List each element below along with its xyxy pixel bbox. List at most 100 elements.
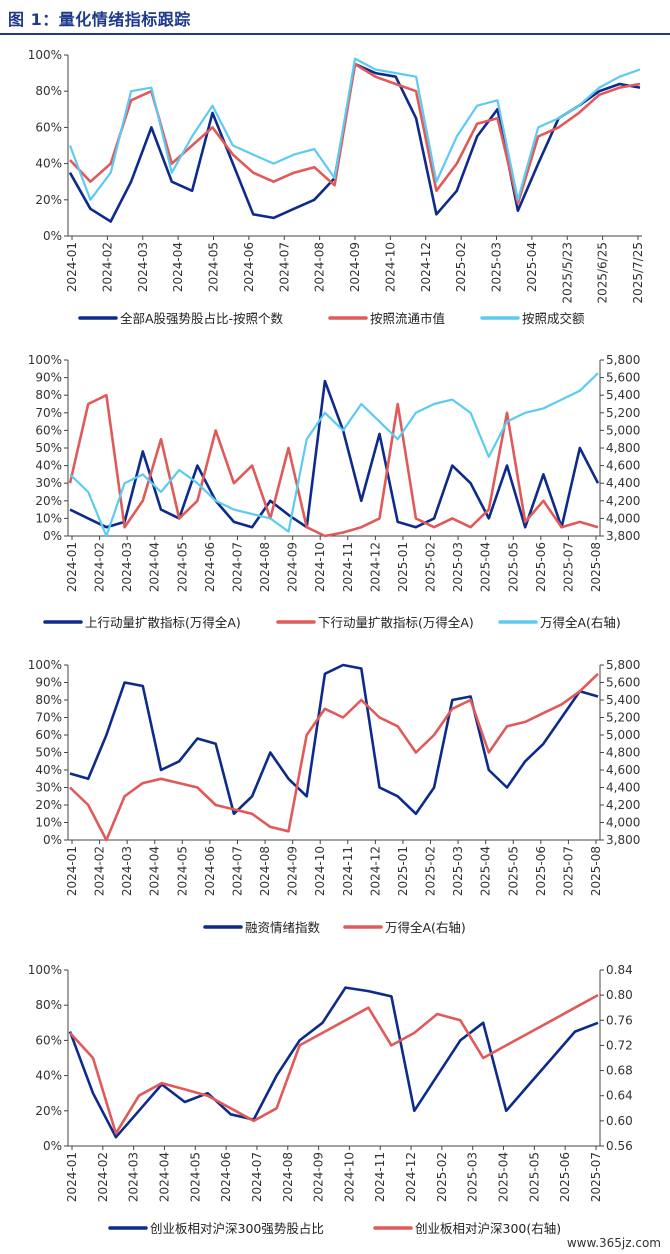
- y-tick-label: 80%: [35, 388, 62, 402]
- x-tick-label: 2024-10: [313, 542, 327, 592]
- x-tick-label: 2024-06: [203, 846, 217, 896]
- x-tick-label: 2025-08: [589, 542, 603, 592]
- x-tick-label: 2024-11: [341, 542, 355, 592]
- x-tick-label: 2025-01: [396, 846, 410, 896]
- x-tick-label: 2024-06: [219, 1152, 233, 1202]
- x-tick-label: 2024-02: [100, 242, 114, 292]
- y-tick-label: 70%: [35, 711, 62, 725]
- x-tick-label: 2024-11: [373, 1152, 387, 1202]
- series-line-cyan: [68, 57, 641, 201]
- x-tick-label: 2024-05: [175, 542, 189, 592]
- x-tick-label: 2024-12: [368, 542, 382, 592]
- y-right-tick-label: 0.72: [606, 1038, 633, 1052]
- y-right-tick-label: 4,000: [606, 816, 640, 830]
- legend-label: 融资情绪指数: [245, 920, 321, 935]
- y-tick-label: 20%: [35, 1104, 62, 1118]
- x-tick-label: 2024-04: [148, 846, 162, 896]
- x-tick-label: 2025-03: [466, 1152, 480, 1202]
- y-right-tick-label: 3,800: [606, 833, 640, 847]
- x-tick-label: 2025/5/23: [560, 242, 574, 304]
- y-right-tick-label: 5,400: [606, 693, 640, 707]
- x-tick-label: 2025-03: [490, 242, 504, 292]
- x-tick-label: 2024-07: [277, 242, 291, 292]
- x-tick-label: 2024-12: [404, 1152, 418, 1202]
- y-tick-label: 90%: [35, 676, 62, 690]
- y-tick-label: 0%: [43, 529, 62, 543]
- y-right-tick-label: 4,800: [606, 441, 640, 455]
- x-tick-label: 2025-05: [506, 542, 520, 592]
- y-tick-label: 10%: [35, 816, 62, 830]
- x-tick-label: 2024-01: [65, 542, 79, 592]
- y-tick-label: 60%: [35, 423, 62, 437]
- y-right-tick-label: 5,600: [606, 371, 640, 385]
- x-tick-label: 2024-03: [120, 846, 134, 896]
- x-tick-label: 2024-04: [148, 542, 162, 592]
- y-right-tick-label: 4,000: [606, 511, 640, 525]
- y-right-tick-label: 5,000: [606, 423, 640, 437]
- y-right-tick-label: 4,600: [606, 459, 640, 473]
- x-tick-label: 2025-05: [527, 1152, 541, 1202]
- y-tick-label: 100%: [28, 658, 62, 672]
- y-right-tick-label: 4,400: [606, 476, 640, 490]
- x-tick-label: 2024-05: [188, 1152, 202, 1202]
- series-line-navy: [69, 379, 600, 529]
- legend-label: 按照成交额: [522, 311, 585, 326]
- x-tick-label: 2024-12: [419, 242, 433, 292]
- y-right-tick-label: 4,400: [606, 781, 640, 795]
- y-tick-label: 70%: [35, 406, 62, 420]
- x-tick-label: 2024-04: [171, 242, 185, 292]
- x-tick-label: 2025-07: [561, 542, 575, 592]
- x-tick-label: 2024-11: [341, 846, 355, 896]
- y-tick-label: 20%: [35, 494, 62, 508]
- y-right-tick-label: 5,800: [606, 658, 640, 672]
- legend-label: 万得全A(右轴): [540, 615, 621, 630]
- series-line-red: [69, 62, 641, 205]
- series-line-cyan: [69, 372, 599, 538]
- x-tick-label: 2024-10: [383, 242, 397, 292]
- x-tick-label: 2024-07: [230, 846, 244, 896]
- x-tick-label: 2024-08: [258, 542, 272, 592]
- y-tick-label: 20%: [35, 193, 62, 207]
- x-tick-label: 2024-05: [175, 846, 189, 896]
- series-line-navy: [68, 986, 599, 1139]
- legend-label: 创业板相对沪深300(右轴): [415, 1221, 561, 1236]
- x-tick-label: 2024-08: [281, 1152, 295, 1202]
- x-tick-label: 2024-09: [286, 542, 300, 592]
- y-right-tick-label: 5,800: [606, 353, 640, 367]
- x-tick-label: 2024-09: [348, 242, 362, 292]
- x-tick-label: 2024-12: [368, 846, 382, 896]
- y-tick-label: 80%: [35, 84, 62, 98]
- x-tick-label: 2024-04: [157, 1152, 171, 1202]
- y-right-tick-label: 0.56: [606, 1139, 633, 1153]
- x-tick-label: 2025-07: [589, 1152, 603, 1202]
- y-right-tick-label: 4,800: [606, 746, 640, 760]
- x-tick-label: 2025-04: [525, 242, 539, 292]
- legend-label: 上行动量扩散指标(万得全A): [85, 615, 241, 630]
- y-right-tick-label: 5,400: [606, 388, 640, 402]
- x-tick-label: 2024-09: [286, 846, 300, 896]
- y-tick-label: 60%: [35, 728, 62, 742]
- x-tick-label: 2024-05: [207, 242, 221, 292]
- y-right-tick-label: 5,000: [606, 728, 640, 742]
- legend-label: 全部A股强势股占比-按照个数: [120, 311, 284, 326]
- y-right-tick-label: 4,600: [606, 763, 640, 777]
- y-tick-label: 30%: [35, 476, 62, 490]
- y-right-tick-label: 5,600: [606, 676, 640, 690]
- y-right-tick-label: 4,200: [606, 798, 640, 812]
- x-tick-label: 2025-08: [589, 846, 603, 896]
- x-tick-label: 2024-10: [313, 846, 327, 896]
- x-tick-label: 2025-07: [561, 846, 575, 896]
- x-tick-label: 2024-01: [65, 242, 79, 292]
- y-tick-label: 10%: [35, 511, 62, 525]
- y-tick-label: 20%: [35, 798, 62, 812]
- y-right-tick-label: 5,200: [606, 406, 640, 420]
- x-tick-label: 2025-04: [479, 846, 493, 896]
- x-tick-label: 2025-02: [424, 542, 438, 592]
- y-right-tick-label: 0.68: [606, 1064, 633, 1078]
- legend-label: 万得全A(右轴): [385, 920, 466, 935]
- y-tick-label: 40%: [35, 1069, 62, 1083]
- y-tick-label: 80%: [35, 693, 62, 707]
- x-tick-label: 2025-03: [451, 846, 465, 896]
- series-line-red: [69, 672, 599, 842]
- x-tick-label: 2025-01: [396, 542, 410, 592]
